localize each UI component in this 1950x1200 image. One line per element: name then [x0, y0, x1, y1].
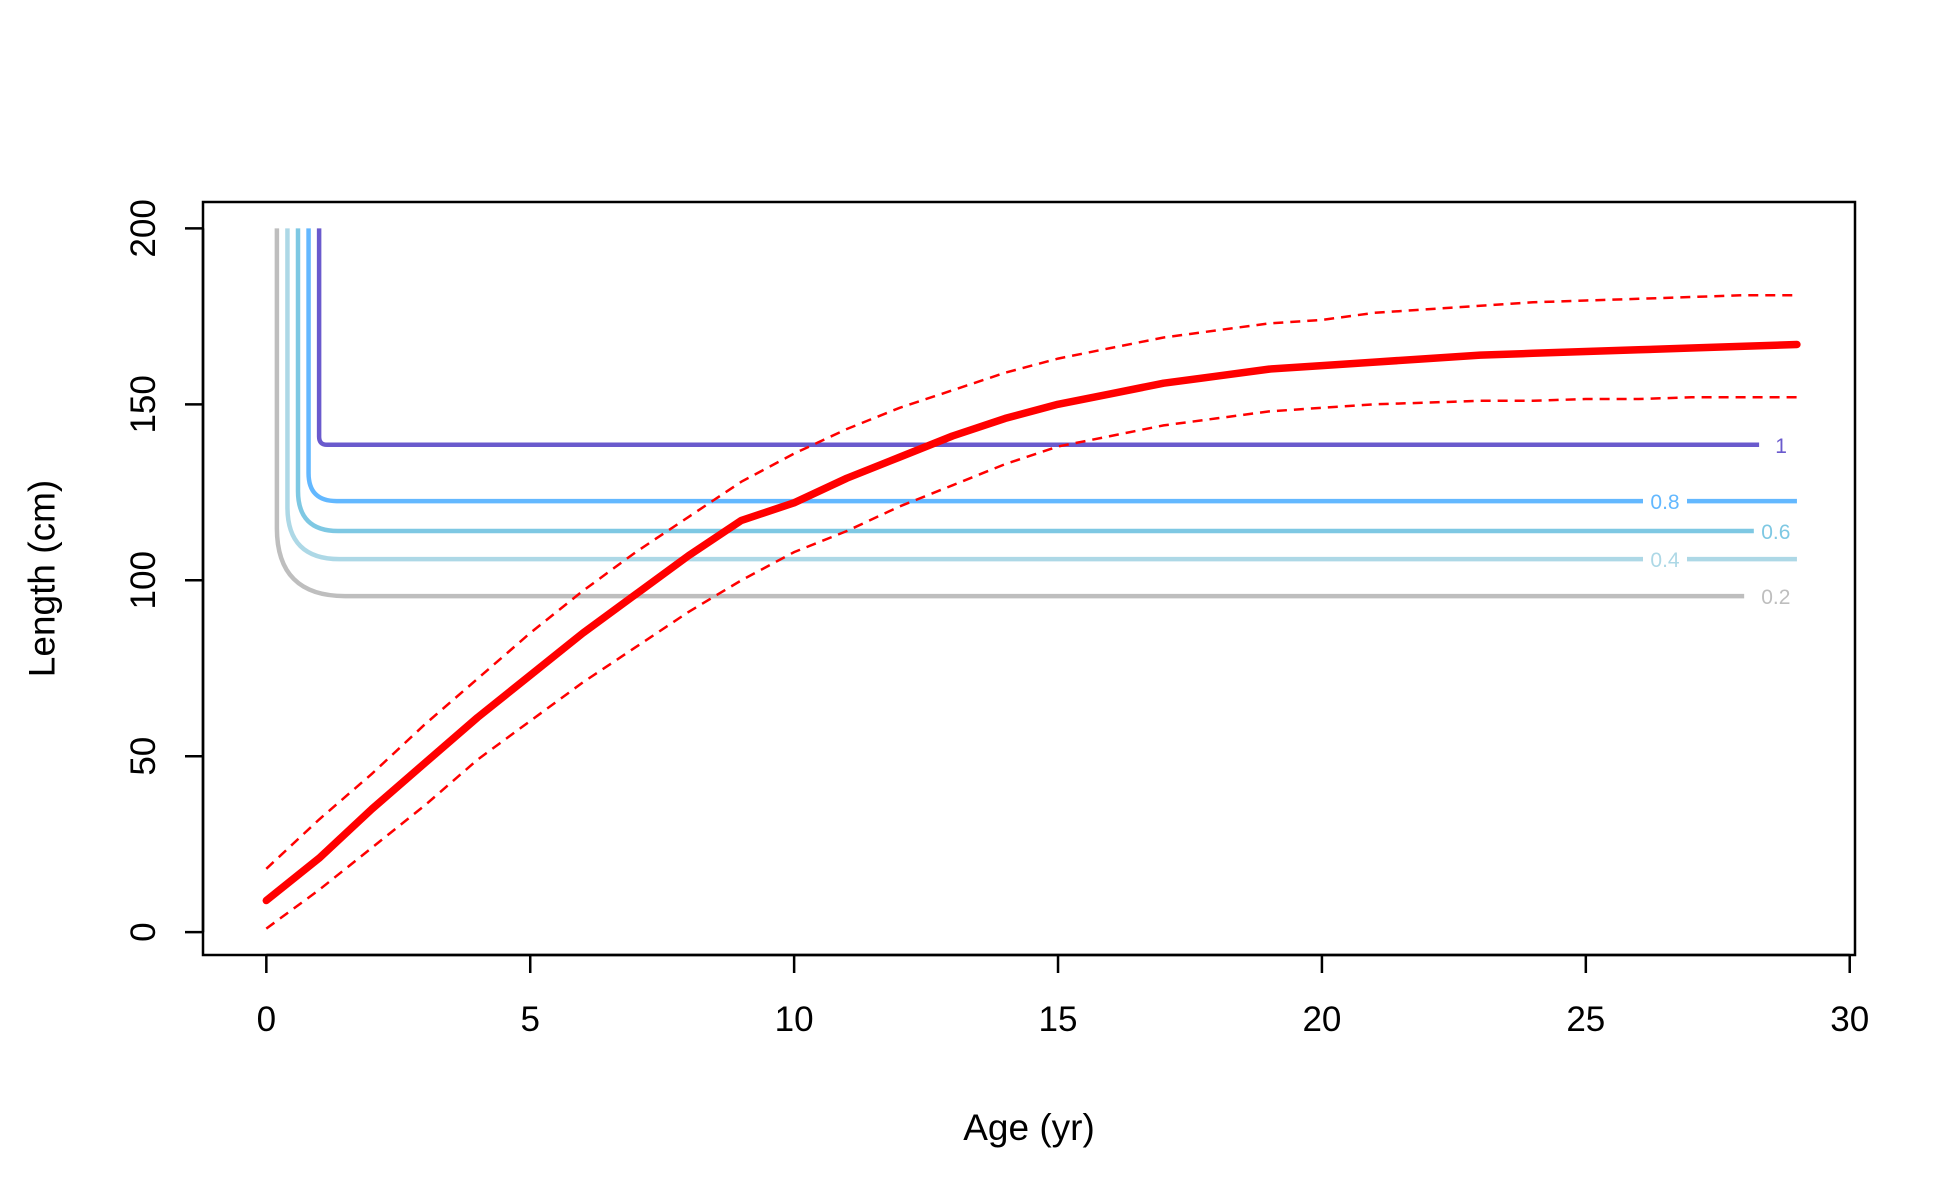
upper-bound-line — [265, 293, 1797, 870]
x-tick-label-20: 20 — [1302, 1000, 1341, 1039]
y-tick-label-0: 0 — [124, 922, 163, 941]
contour-line-0.2 — [274, 228, 1745, 599]
contour-label-1: 1 — [1775, 435, 1787, 458]
x-tick-label-30: 30 — [1830, 1000, 1869, 1039]
contour-label-bg-0.4 — [1642, 546, 1687, 573]
x-axis-title: Age (yr) — [963, 1107, 1095, 1148]
contour-label-bg-0.2 — [1753, 583, 1798, 610]
contour-line-0.4 — [285, 228, 1797, 562]
x-tick-label-10: 10 — [775, 1000, 814, 1039]
x-tick-label-5: 5 — [520, 1000, 539, 1039]
contour-label-bg-1 — [1759, 431, 1804, 458]
contour-label-0.6: 0.6 — [1761, 521, 1790, 544]
contours-layer: 1 0.8 0.6 0.4 0.2 — [274, 228, 1804, 610]
y-axis-title: Length (cm) — [22, 480, 63, 677]
axes-layer: 0 5 10 15 20 25 30 0 50 100 150 200 — [124, 199, 1869, 1039]
contour-label-bg-0.8 — [1642, 488, 1687, 515]
y-tick-label-200: 200 — [124, 199, 163, 257]
contour-label-0.2: 0.2 — [1761, 586, 1790, 609]
contour-line-0.8 — [306, 228, 1797, 504]
x-tick-label-15: 15 — [1039, 1000, 1078, 1039]
x-tick-label-0: 0 — [257, 1000, 276, 1039]
y-tick-label-100: 100 — [124, 551, 163, 609]
y-tick-label-150: 150 — [124, 375, 163, 433]
contour-label-bg-0.6 — [1753, 517, 1798, 544]
x-tick-label-25: 25 — [1566, 1000, 1605, 1039]
growth-curves-layer — [262, 293, 1801, 930]
y-tick-label-50: 50 — [124, 737, 163, 776]
lower-bound-line — [265, 396, 1797, 930]
mean-growth-line — [262, 340, 1801, 905]
contour-label-0.8: 0.8 — [1650, 491, 1679, 514]
contour-line-0.6 — [295, 228, 1755, 534]
contour-label-0.4: 0.4 — [1650, 549, 1680, 572]
plot-frame — [201, 200, 1857, 957]
contour-line-1 — [316, 228, 1771, 448]
